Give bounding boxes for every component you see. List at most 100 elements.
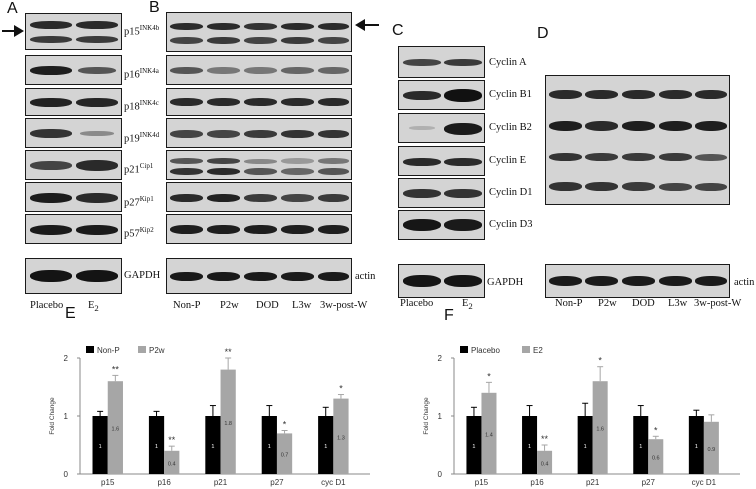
legend-swatch — [138, 346, 146, 353]
row-label-cyclin-e: Cyclin E — [489, 155, 527, 166]
significance-mark: ** — [112, 364, 120, 374]
panel-label-a: A — [7, 0, 18, 17]
arrow-right-icon — [355, 19, 379, 31]
lane-label-b-3: DOD — [256, 300, 279, 311]
blot-b-actin — [166, 258, 352, 294]
bar — [537, 450, 553, 474]
data-label: 1.6 — [112, 427, 120, 433]
blot-c-cyclin-b1 — [398, 80, 485, 110]
bar — [92, 416, 108, 474]
bar — [261, 416, 277, 474]
bar — [648, 439, 664, 474]
data-label: 1.4 — [485, 432, 493, 438]
y-tick-label: 2 — [438, 354, 443, 363]
significance-mark: * — [339, 384, 343, 394]
blot-b-p15 — [166, 12, 352, 52]
panel-label-e: E — [65, 305, 76, 322]
y-tick-label: 1 — [438, 412, 443, 421]
significance-mark: ** — [541, 434, 549, 444]
significance-mark: * — [283, 420, 287, 430]
x-tick-label: p16 — [157, 478, 171, 487]
row-label-cyclin-a: Cyclin A — [489, 57, 527, 68]
blot-b-p16 — [166, 55, 352, 85]
lane-label-b-5: 3w-post-W — [320, 300, 368, 311]
lane-label-b-4: L3w — [292, 300, 312, 311]
row-label-cyclin-b1: Cyclin B1 — [489, 89, 532, 100]
legend-label: Non-P — [97, 346, 120, 355]
arrow-left-icon — [2, 25, 24, 37]
lane-label-d-5: 3w-post-W — [694, 298, 742, 309]
y-axis-label: Fold Change — [49, 397, 56, 435]
data-label: 0.4 — [541, 461, 549, 467]
bar — [522, 416, 538, 474]
lane-label-d-3: DOD — [632, 298, 655, 309]
significance-mark: * — [598, 356, 602, 366]
row-label-cyclin-b2: Cyclin B2 — [489, 122, 532, 133]
data-label: 1 — [472, 444, 475, 450]
data-label: 1 — [639, 444, 642, 450]
row-label-cyclin-d3: Cyclin D3 — [489, 219, 533, 230]
row-label-actin-b: actin — [355, 271, 376, 282]
y-tick-label: 0 — [438, 470, 443, 479]
blot-a-p27 — [25, 182, 122, 212]
lane-label-b-2: P2w — [220, 300, 239, 311]
bar — [333, 398, 349, 474]
data-label: 1 — [695, 444, 698, 450]
data-label: 0.6 — [652, 456, 660, 462]
y-tick-label: 1 — [64, 412, 69, 421]
x-tick-label: cyc D1 — [321, 478, 346, 487]
bar — [592, 381, 608, 474]
blot-c-cyclin-a — [398, 46, 485, 78]
blot-a-p19 — [25, 118, 122, 148]
bar — [688, 416, 704, 474]
bar — [148, 416, 165, 474]
row-label-p57: p57Kip2 — [124, 226, 154, 240]
data-label: 1 — [155, 444, 158, 450]
bar — [164, 450, 180, 474]
row-label-p21: p21Cip1 — [124, 162, 154, 176]
lane-label-d-2: P2w — [598, 298, 617, 309]
significance-mark: * — [487, 371, 491, 381]
data-label: 1 — [211, 444, 214, 450]
bar — [481, 392, 497, 474]
lane-label-e2-c: E2 — [462, 298, 473, 312]
blot-c-cyclin-e — [398, 146, 485, 176]
data-label: 1 — [528, 444, 531, 450]
panel-label-f: F — [444, 307, 454, 324]
blot-a-p18 — [25, 88, 122, 116]
data-label: 1 — [584, 444, 587, 450]
data-label: 0.7 — [281, 453, 289, 459]
significance-mark: * — [654, 425, 658, 435]
blot-b-p57 — [166, 214, 352, 244]
data-label: 1.3 — [337, 435, 345, 441]
blot-a-gapdh — [25, 258, 122, 294]
blot-a-p21 — [25, 150, 122, 180]
lane-label-placebo-a: Placebo — [30, 300, 64, 311]
blot-d-cyclins — [545, 75, 730, 205]
blot-a-p57 — [25, 214, 122, 244]
blot-b-p18 — [166, 88, 352, 116]
data-label: 1 — [99, 444, 102, 450]
lane-label-d-1: Non-P — [555, 298, 583, 309]
bar — [220, 369, 236, 474]
data-label: 1 — [324, 444, 327, 450]
bar — [703, 421, 719, 474]
row-label-gapdh-c: GAPDH — [487, 277, 524, 288]
blot-c-cyclin-d3 — [398, 210, 485, 240]
legend-label: P2w — [149, 346, 165, 355]
row-label-p15: p15INK4b — [124, 24, 160, 38]
blot-c-gapdh — [398, 264, 485, 298]
blot-c-cyclin-b2 — [398, 113, 485, 143]
x-tick-label: p15 — [475, 478, 489, 487]
row-label-actin-d: actin — [734, 277, 755, 288]
data-label: 1.6 — [596, 427, 604, 433]
blot-b-p27 — [166, 182, 352, 212]
lane-label-b-1: Non-P — [173, 300, 201, 311]
legend-swatch — [86, 346, 94, 353]
data-label: 1 — [268, 444, 271, 450]
row-label-gapdh-a: GAPDH — [124, 270, 161, 281]
row-label-cyclin-d1: Cyclin D1 — [489, 187, 533, 198]
blot-b-p19 — [166, 118, 352, 148]
